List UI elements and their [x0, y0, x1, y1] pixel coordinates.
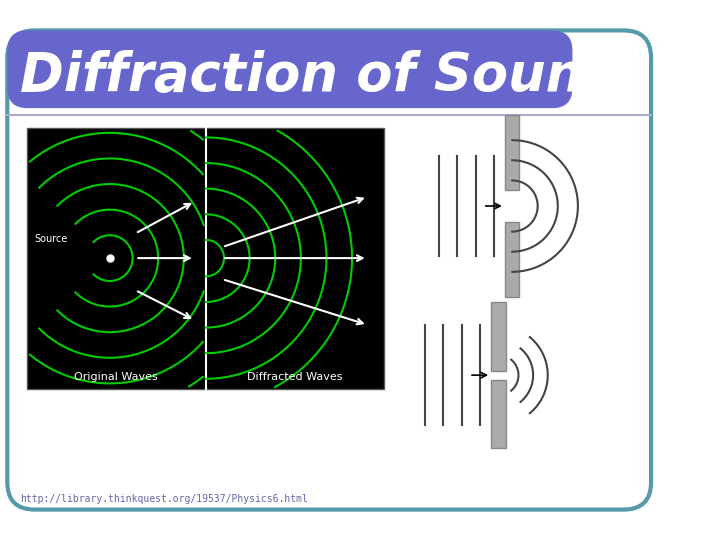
- FancyBboxPatch shape: [7, 30, 572, 108]
- Text: http://library.thinkquest.org/19537/Physics6.html: http://library.thinkquest.org/19537/Phys…: [20, 494, 308, 504]
- Bar: [505, 114, 519, 190]
- Bar: [505, 222, 519, 298]
- Bar: [491, 380, 505, 448]
- Text: Original Waves: Original Waves: [74, 372, 158, 382]
- Text: Diffraction of Sound: Diffraction of Sound: [20, 50, 621, 102]
- Bar: [27, 129, 384, 389]
- FancyBboxPatch shape: [7, 30, 651, 510]
- Bar: [491, 302, 505, 370]
- Text: Diffracted Waves: Diffracted Waves: [247, 372, 342, 382]
- Text: Source: Source: [35, 234, 68, 244]
